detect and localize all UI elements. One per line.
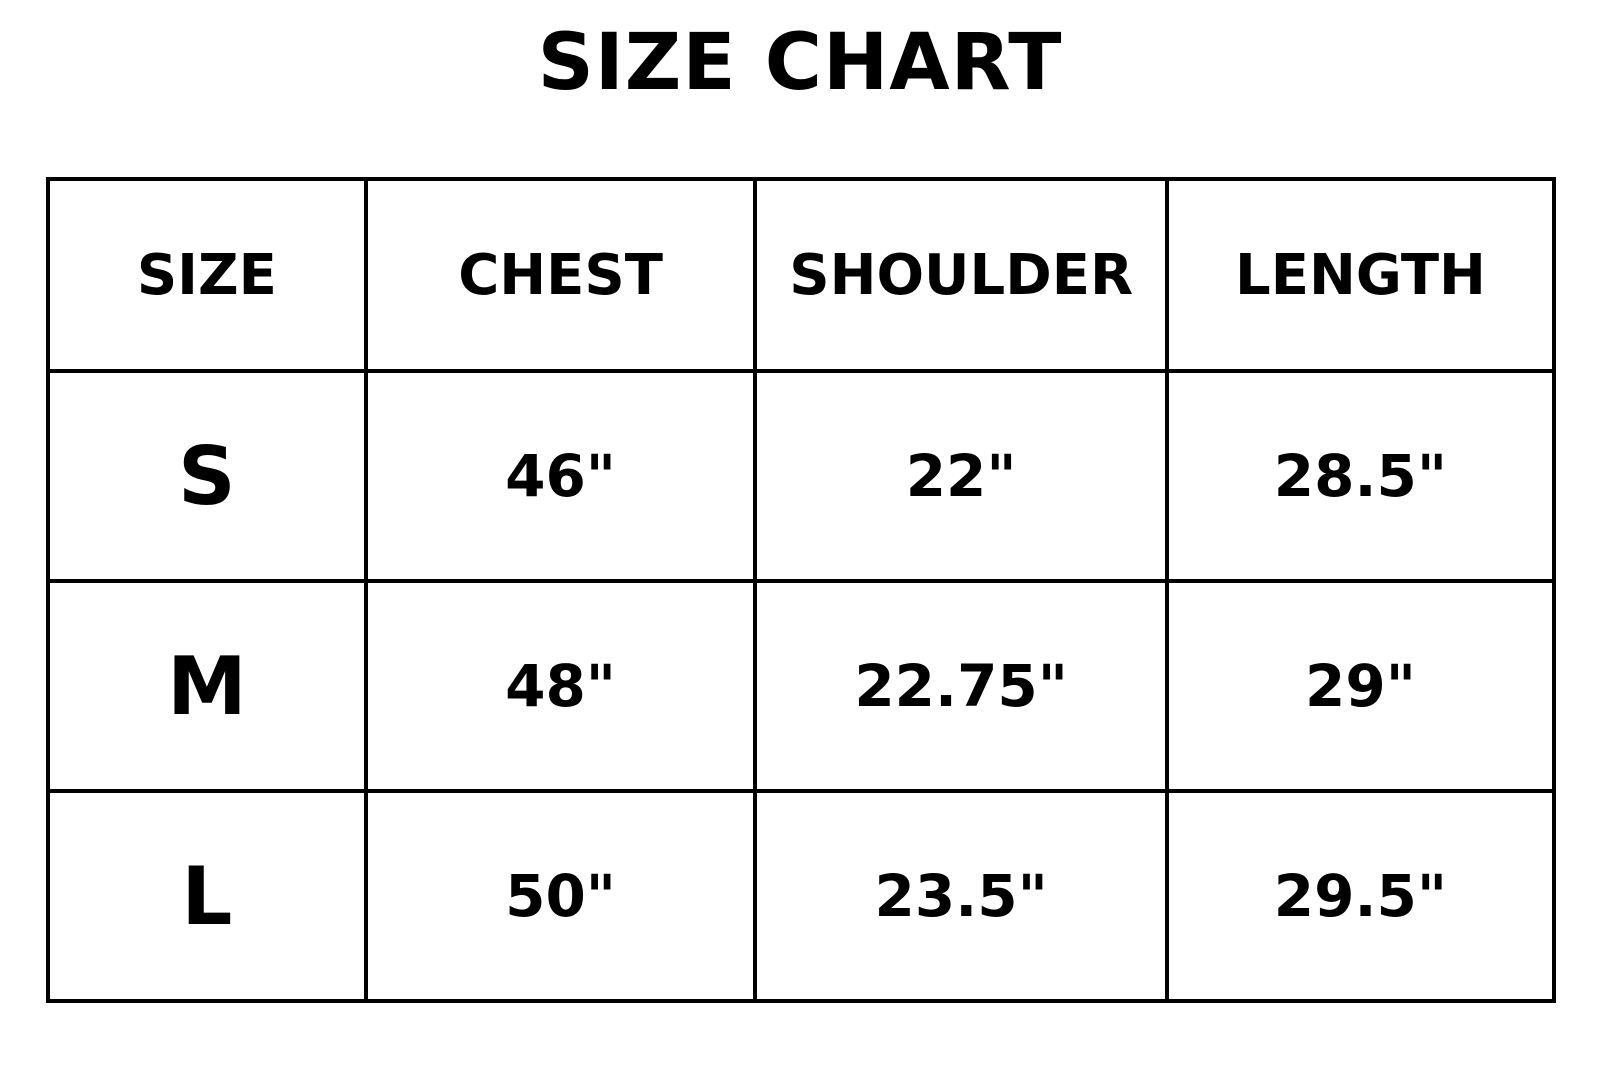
- table-row: L 50" 23.5" 29.5": [46, 789, 1557, 1003]
- shoulder-cell: 23.5": [753, 789, 1169, 1003]
- header-chest: CHEST: [363, 177, 758, 373]
- length-cell: 29.5": [1164, 789, 1557, 1003]
- length-cell: 29": [1164, 579, 1557, 793]
- size-cell: S: [46, 369, 368, 583]
- shoulder-cell: 22": [753, 369, 1169, 583]
- header-size: SIZE: [46, 177, 368, 373]
- size-cell: M: [46, 579, 368, 793]
- chest-cell: 50": [363, 789, 758, 1003]
- table-row: M 48" 22.75" 29": [46, 579, 1557, 793]
- size-cell: L: [46, 789, 368, 1003]
- length-cell: 28.5": [1164, 369, 1557, 583]
- chest-cell: 48": [363, 579, 758, 793]
- chest-cell: 46": [363, 369, 758, 583]
- shoulder-cell: 22.75": [753, 579, 1169, 793]
- table-row: S 46" 22" 28.5": [46, 369, 1557, 583]
- header-length: LENGTH: [1164, 177, 1557, 373]
- header-row: SIZE CHEST SHOULDER LENGTH: [46, 177, 1557, 373]
- page-title: SIZE CHART: [537, 18, 1063, 108]
- size-chart-table: SIZE CHEST SHOULDER LENGTH S 46" 22" 28.…: [46, 177, 1557, 1003]
- header-shoulder: SHOULDER: [753, 177, 1169, 373]
